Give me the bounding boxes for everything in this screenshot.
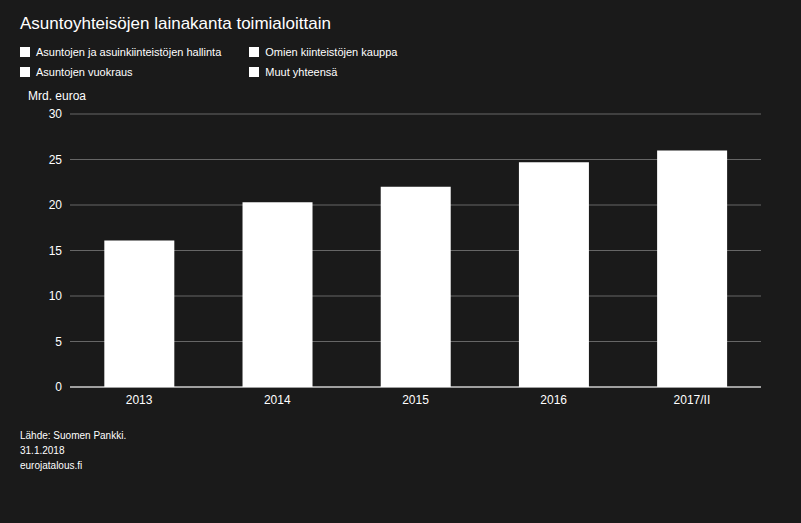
svg-text:15: 15 [49, 244, 63, 258]
html-text:Asuntojen ja asuinkiinteistöje: Asuntojen ja asuinkiinteistöjen hallinta [36, 46, 222, 58]
svg-text:10: 10 [49, 289, 63, 303]
svg-text:2017/II: 2017/II [674, 393, 711, 407]
svg-text:2014: 2014 [264, 393, 291, 407]
svg-text:30: 30 [49, 107, 63, 121]
svg-text:2016: 2016 [540, 393, 567, 407]
html-text:Asuntoyhteisöjen lainakanta to: Asuntoyhteisöjen lainakanta toimialoitta… [20, 14, 331, 33]
svg-text:20: 20 [49, 198, 63, 212]
svg-text:5: 5 [55, 335, 62, 349]
svg-text:25: 25 [49, 153, 63, 167]
svg-text:2015: 2015 [402, 393, 429, 407]
html-text:Muut yhteensä: Muut yhteensä [265, 66, 338, 78]
html-text:Lähde: Suomen Pankki.: Lähde: Suomen Pankki. [20, 430, 127, 441]
svg-text:2013: 2013 [126, 393, 153, 407]
html-text:Omien kiinteistöjen kauppa: Omien kiinteistöjen kauppa [265, 46, 398, 58]
html-text:Asuntojen vuokraus: Asuntojen vuokraus [36, 66, 133, 78]
svg-text:0: 0 [55, 380, 62, 394]
html-text:eurojatalous.fi: eurojatalous.fi [20, 460, 83, 471]
html-text:Mrd. euroa: Mrd. euroa [28, 89, 86, 103]
html-text:31.1.2018: 31.1.2018 [20, 445, 65, 456]
